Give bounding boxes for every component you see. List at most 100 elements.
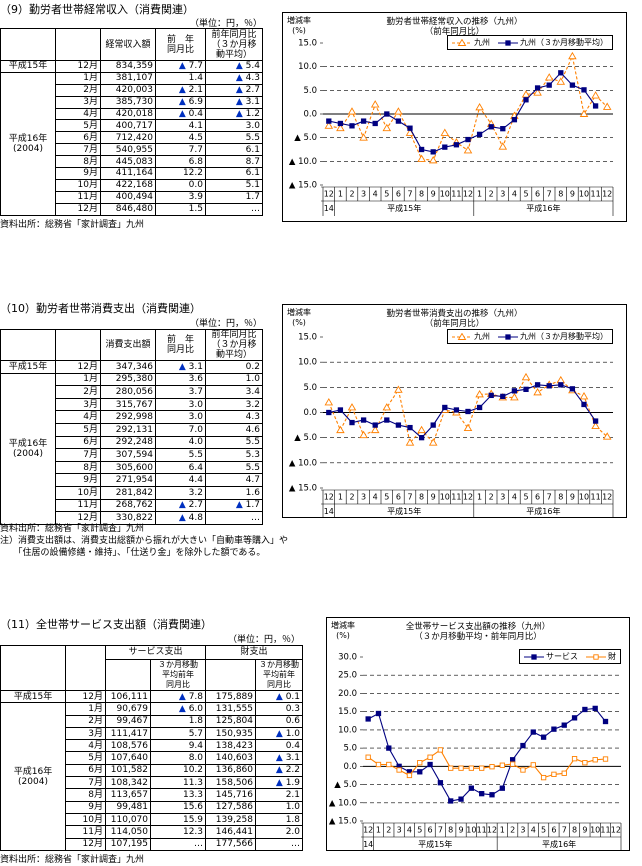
year-cell: 平成16年 (2004) — [0, 71, 56, 216]
value-cell: ▲ 6.0 — [149, 702, 207, 716]
legend-item: 九州（３か月移動平均） — [498, 331, 608, 342]
y-tick-label: 15.0 — [338, 707, 357, 717]
marker — [349, 419, 355, 426]
chart-title: 全世帯サービス支出額の推移（九州） （３か月移動平均・前年同月比） — [405, 622, 551, 642]
marker — [499, 785, 505, 791]
month-cell: 3月 — [55, 397, 101, 412]
marker — [591, 91, 600, 99]
value-cell: 4.6 — [205, 422, 263, 437]
table-row: 6月 101,582 10.2 136,860 ▲ 2.2 — [1, 763, 304, 778]
marker — [370, 100, 380, 108]
value-cell: 113,657 — [105, 788, 151, 802]
marker — [500, 126, 506, 132]
x-group-label: 平成15年 — [387, 203, 421, 213]
marker — [382, 403, 392, 411]
marker — [540, 734, 547, 740]
marker — [337, 120, 344, 127]
table-row: 6月 712,420 4.5 5.5 — [1, 131, 263, 145]
marker — [489, 764, 495, 770]
y-tick-label: ▲ 5.0 — [294, 433, 317, 443]
series-line — [367, 749, 606, 779]
table-row: 12月 846,480 1.5… — [1, 202, 263, 216]
value-cell: 4.0 — [155, 435, 206, 450]
marker — [510, 393, 519, 401]
value-cell: 3.7 — [155, 385, 206, 399]
marker — [489, 792, 495, 798]
marker — [521, 90, 531, 98]
legend-marker — [457, 332, 467, 340]
x-tick-label: 7 — [407, 190, 412, 199]
x-tick-label: 5 — [523, 493, 528, 502]
value-cell: 1.7 — [205, 190, 263, 204]
legend-swatch — [524, 653, 544, 660]
legend-label: 九州（３か月移動平均） — [520, 332, 608, 341]
table-row: 10月 110,070 15.9 139,258 1.8 — [1, 812, 304, 827]
marker — [556, 77, 566, 85]
marker — [475, 102, 484, 111]
marker — [509, 757, 516, 763]
value-cell: … — [205, 202, 263, 216]
header-cell: 前 年 同月比 — [155, 329, 206, 361]
header-cell: 前年同月比 （３か月移 動平均） — [205, 329, 263, 361]
marker — [430, 149, 436, 155]
section-title: （11）全世帯サービス支出額（消費関連） — [0, 618, 212, 631]
value-cell: 127,586 — [205, 800, 257, 814]
marker — [530, 762, 536, 768]
header-cell — [0, 645, 66, 691]
table-row: 平成15年 12月 347,346 ▲ 3.1 0.2 — [0, 360, 263, 374]
value-cell: 846,480 — [100, 202, 156, 216]
value-cell: 315,767 — [100, 397, 156, 412]
marker — [370, 425, 380, 434]
x-tick-label: 4 — [407, 826, 412, 835]
value-cell: 111,417 — [105, 726, 151, 741]
legend-label: 九州 — [474, 332, 490, 341]
table-row: 12月 107,195… 177,566… — [1, 837, 304, 851]
value-cell: ▲ 5.4 — [205, 60, 263, 73]
x-tick-label: 9 — [431, 190, 436, 199]
marker — [382, 123, 392, 132]
value-cell: 1.0 — [255, 800, 304, 814]
source-note: 資料出所：総務省「家計調査」九州 — [0, 524, 145, 534]
value-cell: 381,107 — [100, 71, 156, 85]
marker — [418, 146, 425, 153]
chart: 30.0 25.0 20.0 15.0 10.0 5.0 0.0 ▲ 5.0 ▲ 10.0 ▲ 1… — [326, 617, 630, 851]
month-cell: 12月 — [55, 360, 101, 374]
value-cell: 150,935 — [205, 726, 257, 741]
value-cell: ▲ 7.8 — [149, 689, 207, 704]
marker — [442, 404, 448, 411]
legend-marker — [457, 38, 467, 46]
marker — [581, 87, 587, 93]
x-tick-label: 9 — [431, 493, 436, 502]
value-cell: 139,258 — [205, 812, 257, 827]
year-cell: 平成15年 — [0, 689, 66, 704]
value-cell: 101,582 — [105, 763, 151, 778]
unit-label: （単位：円，％） — [227, 635, 300, 645]
x-group-label: 14 — [324, 507, 334, 516]
x-group-label: 14 — [324, 204, 334, 213]
value-cell: 5.1 — [205, 178, 263, 192]
marker — [442, 144, 448, 150]
value-cell: 1.4 — [155, 71, 206, 85]
data-table: 経常収入額前 年 同月比 前年同月比 （３か月移 動平均） 平成15年 12月 834,… — [0, 28, 263, 216]
note: 「住居の設備修繕・維持」、「仕送り金」を除外した額である。 — [0, 548, 266, 558]
marker — [372, 422, 378, 428]
marker — [582, 760, 588, 766]
x-tick-label: 12 — [487, 826, 497, 835]
x-tick-label: 10 — [590, 826, 600, 835]
marker — [458, 796, 464, 802]
value-cell: 136,860 — [205, 763, 257, 778]
x-tick-label: 10 — [579, 190, 589, 199]
x-tick-label: 12 — [463, 493, 473, 502]
y-tick-label: 0.0 — [343, 762, 357, 772]
x-tick-label: 3 — [500, 190, 505, 199]
marker — [372, 120, 378, 127]
header-cell — [105, 658, 151, 691]
legend-label: 財 — [608, 652, 616, 661]
marker — [418, 435, 425, 441]
value-cell: 108,576 — [105, 739, 151, 753]
header-cell — [0, 329, 56, 361]
legend-item: 九州 — [452, 331, 490, 342]
table-row: 平成15年 12月 106,111 ▲ 7.8 175,889 ▲ 0.1 — [0, 689, 304, 704]
month-cell: 9月 — [55, 167, 101, 180]
